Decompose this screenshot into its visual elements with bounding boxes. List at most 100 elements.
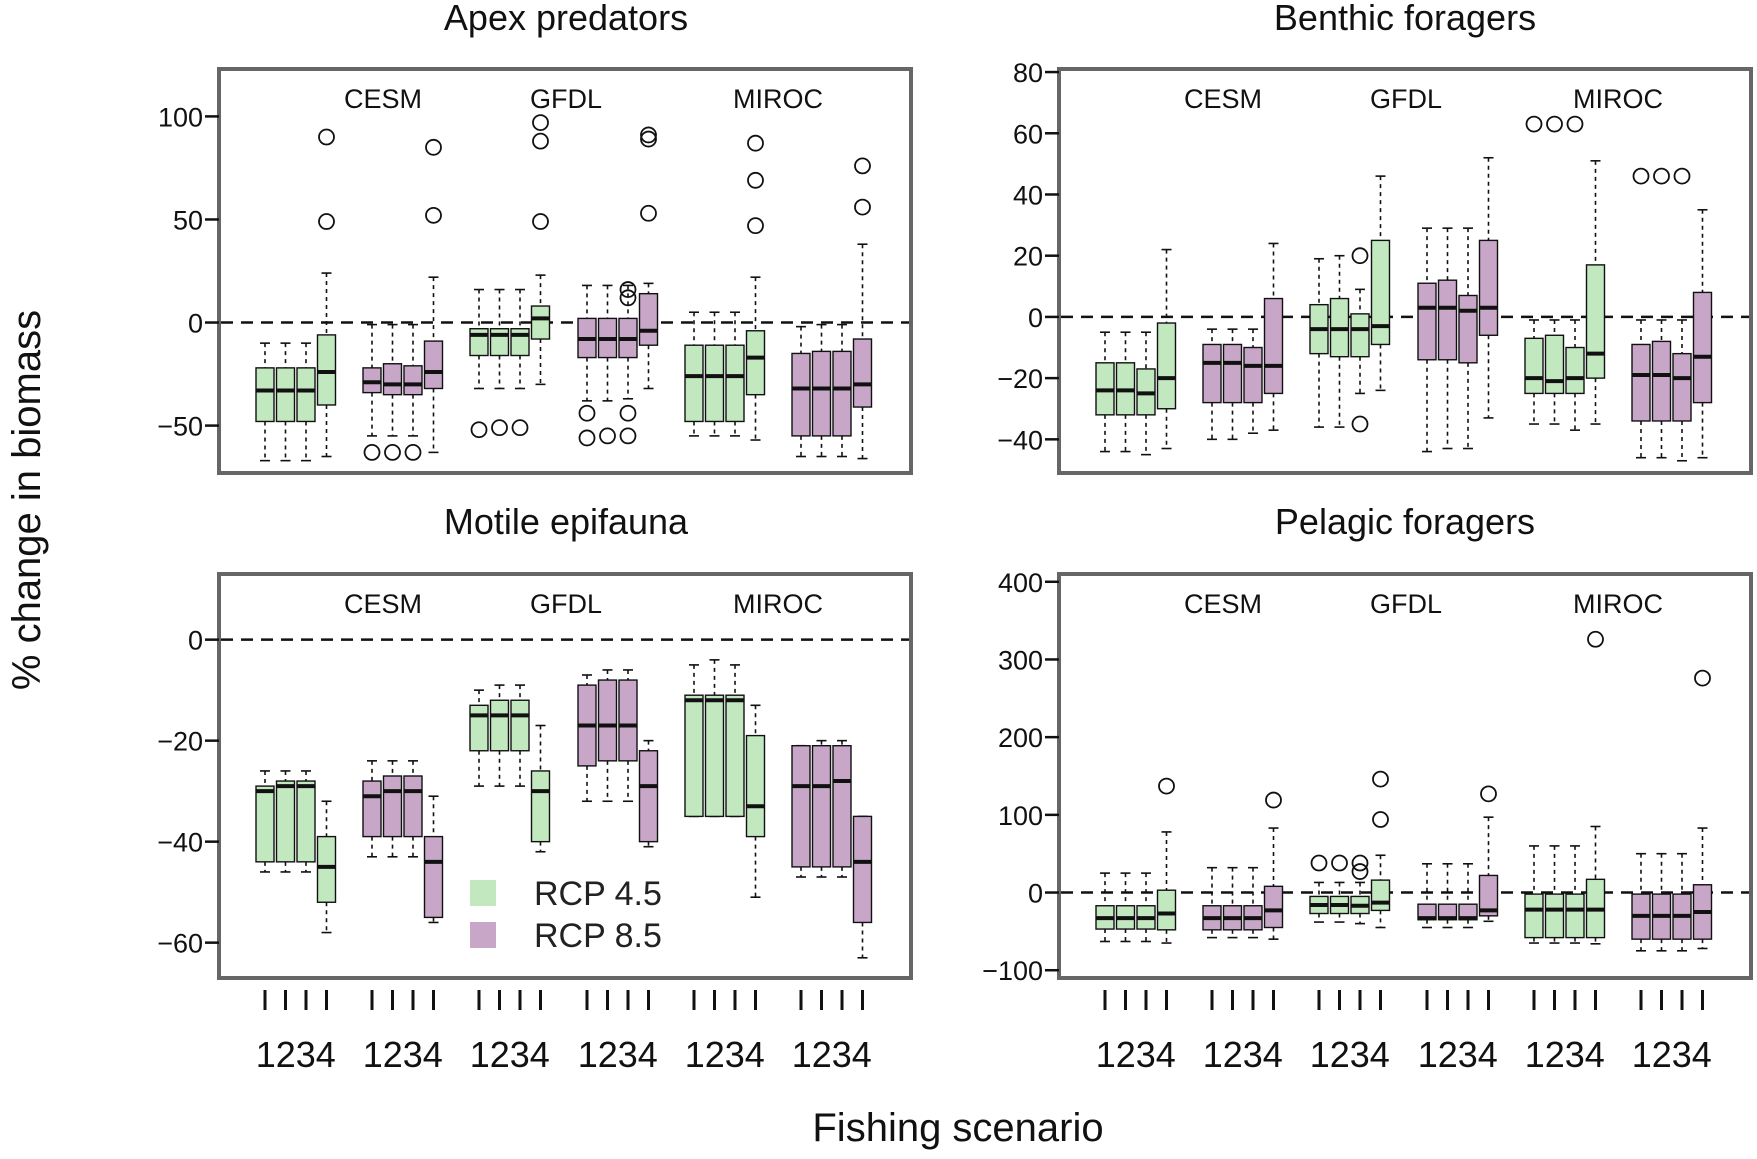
legend-swatch	[470, 880, 496, 906]
outlier-point	[1372, 770, 1389, 788]
box-plot	[316, 800, 337, 934]
model-label: CESM	[1184, 84, 1262, 114]
outlier-point	[619, 281, 637, 298]
box-iqr	[1156, 322, 1177, 410]
box-iqr	[1585, 264, 1606, 379]
outlier-point	[404, 443, 422, 461]
outlier-point	[747, 171, 764, 189]
x-tick-label: 1234	[256, 1034, 336, 1075]
box-iqr	[1692, 291, 1713, 404]
box-plot	[725, 664, 745, 818]
legend-label: RCP 4.5	[534, 875, 662, 913]
box-iqr	[1458, 294, 1478, 364]
legend-label: RCP 8.5	[534, 917, 662, 955]
y-tick-label: 300	[998, 645, 1043, 675]
box-iqr	[638, 750, 659, 843]
model-label: MIROC	[1573, 84, 1663, 114]
box-iqr	[1478, 239, 1499, 336]
box-iqr	[1631, 343, 1651, 422]
box-group	[362, 760, 444, 924]
box-plot	[618, 669, 638, 803]
box-group	[577, 669, 659, 848]
box-plot	[1565, 115, 1585, 431]
box-iqr	[510, 328, 530, 357]
box-plot	[1263, 242, 1284, 431]
box-plot	[362, 760, 382, 858]
x-tick-label: 1234	[470, 1034, 550, 1075]
plot-frame	[1057, 67, 1753, 475]
model-label: GFDL	[1370, 589, 1442, 619]
plot-frame	[217, 67, 913, 475]
box-group	[469, 114, 551, 439]
box-iqr	[1202, 343, 1222, 404]
x-tick-label: 1234	[1632, 1034, 1712, 1075]
outlier-point	[578, 404, 596, 422]
box-plot	[684, 664, 704, 818]
box-iqr	[1370, 239, 1391, 346]
box-group	[791, 157, 873, 460]
box-iqr	[811, 745, 832, 868]
box-plot	[403, 760, 423, 858]
box-group	[362, 138, 444, 461]
model-label: GFDL	[1370, 84, 1442, 114]
outlier-point	[318, 213, 335, 230]
outlier-point	[511, 419, 529, 437]
outlier-point	[1653, 167, 1670, 185]
box-plot	[489, 684, 510, 787]
x-tick-label: 1234	[1310, 1034, 1390, 1075]
box-plot	[1115, 872, 1136, 943]
box-plot	[296, 342, 316, 462]
box-plot	[852, 157, 873, 460]
x-tick-label: 1234	[1203, 1034, 1283, 1075]
panel: Pelagic foragers −100 0 100 200 300 400 CESM GFD…	[982, 501, 1753, 1075]
legend-swatch	[470, 922, 496, 948]
box-plot	[1156, 777, 1177, 944]
box-iqr	[1524, 337, 1544, 395]
box-plot	[791, 325, 811, 458]
outlier-point	[1158, 777, 1175, 795]
plot-frame	[217, 572, 913, 980]
box-iqr	[530, 305, 551, 340]
box-plot	[275, 770, 296, 873]
box-group	[1524, 630, 1606, 945]
box-iqr	[704, 344, 725, 423]
y-tick-label: 80	[1013, 58, 1043, 88]
model-label: CESM	[344, 589, 422, 619]
y-tick-label: 100	[158, 102, 203, 132]
box-iqr	[1544, 334, 1565, 395]
outlier-point	[363, 443, 381, 461]
y-tick-label: 0	[188, 626, 203, 656]
box-plot	[1243, 328, 1263, 435]
outlier-point	[1265, 791, 1282, 809]
model-label: GFDL	[530, 84, 602, 114]
box-plot	[725, 311, 745, 437]
box-iqr	[469, 328, 489, 357]
outlier-point	[1310, 854, 1328, 872]
box-plot	[1478, 156, 1499, 419]
box-plot	[1544, 845, 1565, 944]
y-tick-label: −50	[157, 412, 203, 442]
box-plot	[638, 739, 659, 848]
box-plot	[577, 674, 597, 803]
box-plot	[1692, 208, 1713, 459]
box-plot	[530, 724, 551, 853]
box-iqr	[1478, 874, 1499, 917]
box-iqr	[1222, 343, 1243, 404]
box-plot	[1544, 115, 1565, 425]
box-plot	[1350, 247, 1370, 433]
box-iqr	[1651, 340, 1672, 422]
box-plot	[811, 323, 832, 458]
box-plot	[1672, 852, 1692, 952]
outlier-point	[384, 443, 401, 461]
y-tick-label: −20	[997, 364, 1043, 394]
box-plot	[1329, 254, 1350, 428]
box-plot	[296, 770, 316, 873]
box-plot	[1136, 872, 1156, 943]
box-iqr	[1524, 893, 1544, 939]
box-plot	[597, 669, 618, 803]
box-iqr	[1243, 346, 1263, 404]
box-plot	[1524, 115, 1544, 425]
box-iqr	[745, 734, 766, 838]
box-plot	[1202, 866, 1222, 939]
